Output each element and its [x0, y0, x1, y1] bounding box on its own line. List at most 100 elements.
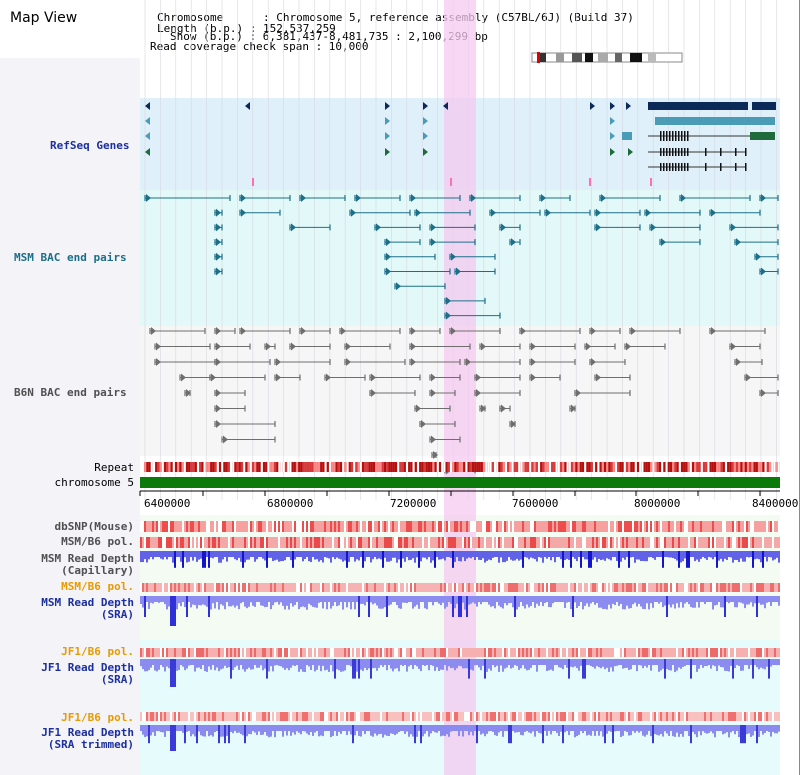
- jf1-b6-pol-track[interactable]: [140, 648, 780, 657]
- depth-bar: [684, 551, 686, 559]
- heat-cell: [308, 521, 310, 532]
- heat-cell: [222, 712, 224, 721]
- repeat-segment: [463, 462, 466, 472]
- heat-cell: [530, 583, 532, 592]
- heat-cell: [682, 648, 684, 657]
- gene-block: [752, 102, 776, 110]
- heat-cell: [660, 521, 662, 532]
- heat-cell: [640, 712, 642, 721]
- chromosome-bar[interactable]: [140, 477, 780, 488]
- bac-end-arrow: [711, 327, 716, 335]
- msm-b6-pol-track-2[interactable]: [140, 583, 780, 592]
- depth-bar: [458, 725, 460, 737]
- repeat-track[interactable]: [142, 462, 780, 472]
- repeat-segment: [604, 462, 606, 472]
- heat-cell: [278, 537, 280, 548]
- depth-bar: [192, 551, 194, 561]
- heat-cell: [412, 537, 414, 548]
- selection-highlight[interactable]: [444, 0, 476, 775]
- refseq-genes-track[interactable]: [145, 102, 776, 186]
- depth-bar: [356, 659, 358, 672]
- heat-cell: [490, 648, 492, 657]
- repeat-segment: [197, 462, 199, 472]
- bac-end-arrow: [431, 373, 436, 382]
- depth-bar: [596, 659, 598, 667]
- heat-cell: [710, 648, 712, 657]
- heat-cell: [236, 583, 238, 592]
- depth-bar: [366, 659, 368, 671]
- heat-cell: [428, 537, 430, 548]
- depth-bar: [580, 596, 582, 602]
- gene-arrow: [145, 132, 150, 140]
- heat-cell: [652, 648, 654, 657]
- msm-read-depth-capillary-track[interactable]: [140, 551, 780, 568]
- depth-bar: [650, 725, 652, 737]
- depth-bar: [458, 551, 460, 561]
- depth-bar: [474, 659, 476, 666]
- bac-end-arrow: [396, 282, 401, 291]
- heat-cell: [508, 712, 510, 721]
- heat-cell: [306, 537, 308, 548]
- depth-bar: [518, 551, 520, 561]
- depth-bar: [756, 659, 758, 668]
- depth-bar: [392, 551, 394, 558]
- heat-cell: [146, 583, 148, 592]
- msm-read-depth-sra-track[interactable]: [140, 596, 780, 626]
- jf1-b6-pol-track-2[interactable]: [140, 712, 780, 721]
- heat-cell: [650, 521, 652, 532]
- heat-cell: [296, 712, 298, 721]
- jf1-read-depth-sra-track[interactable]: [140, 659, 780, 687]
- depth-bar: [506, 725, 508, 731]
- depth-bar: [680, 551, 682, 563]
- depth-bar: [520, 596, 522, 603]
- depth-bar: [568, 725, 570, 736]
- depth-bar: [244, 596, 246, 607]
- heat-cell: [170, 521, 172, 532]
- depth-bar: [602, 659, 604, 667]
- depth-bar: [326, 551, 328, 558]
- heat-cell: [710, 537, 712, 548]
- depth-bar: [560, 551, 562, 560]
- gene-exon: [681, 163, 683, 171]
- depth-bar: [432, 659, 434, 666]
- heat-cell: [738, 583, 740, 592]
- position-axis: [139, 490, 780, 496]
- repeat-segment: [553, 462, 556, 472]
- depth-bar: [152, 659, 154, 665]
- repeat-segment: [395, 462, 397, 472]
- jf1-read-depth-trimmed-track[interactable]: [140, 725, 780, 751]
- chromosome-ideogram[interactable]: [531, 52, 683, 63]
- depth-bar: [506, 551, 508, 561]
- b6n-bac-track[interactable]: [149, 327, 779, 475]
- depth-bar: [556, 551, 558, 556]
- depth-bar: [288, 551, 290, 557]
- depth-bar: [184, 551, 186, 558]
- depth-bar: [712, 596, 714, 610]
- depth-bar: [308, 725, 310, 735]
- depth-bar: [428, 551, 430, 556]
- depth-bar: [184, 596, 186, 608]
- heat-cell: [714, 648, 716, 657]
- depth-bar: [648, 725, 650, 730]
- depth-bar: [764, 551, 766, 557]
- depth-bar: [528, 659, 530, 670]
- bac-end-arrow: [341, 327, 346, 335]
- depth-bar: [404, 725, 406, 734]
- heat-cell: [274, 583, 276, 592]
- depth-bar: [264, 725, 266, 733]
- depth-bar: [402, 551, 404, 559]
- msm-b6-pol-track[interactable]: [140, 537, 780, 548]
- depth-bar: [444, 659, 446, 664]
- depth-bar: [150, 725, 152, 736]
- heat-cell: [756, 712, 758, 721]
- depth-bar: [776, 596, 778, 601]
- bac-end-arrow: [521, 327, 526, 335]
- heat-cell: [772, 583, 774, 592]
- depth-bar: [278, 596, 280, 605]
- dbsnp-track[interactable]: [140, 521, 780, 532]
- heat-cell: [670, 583, 672, 592]
- depth-bar: [778, 725, 780, 732]
- msm-bac-track[interactable]: [144, 194, 779, 320]
- refseq-marker: [650, 178, 652, 186]
